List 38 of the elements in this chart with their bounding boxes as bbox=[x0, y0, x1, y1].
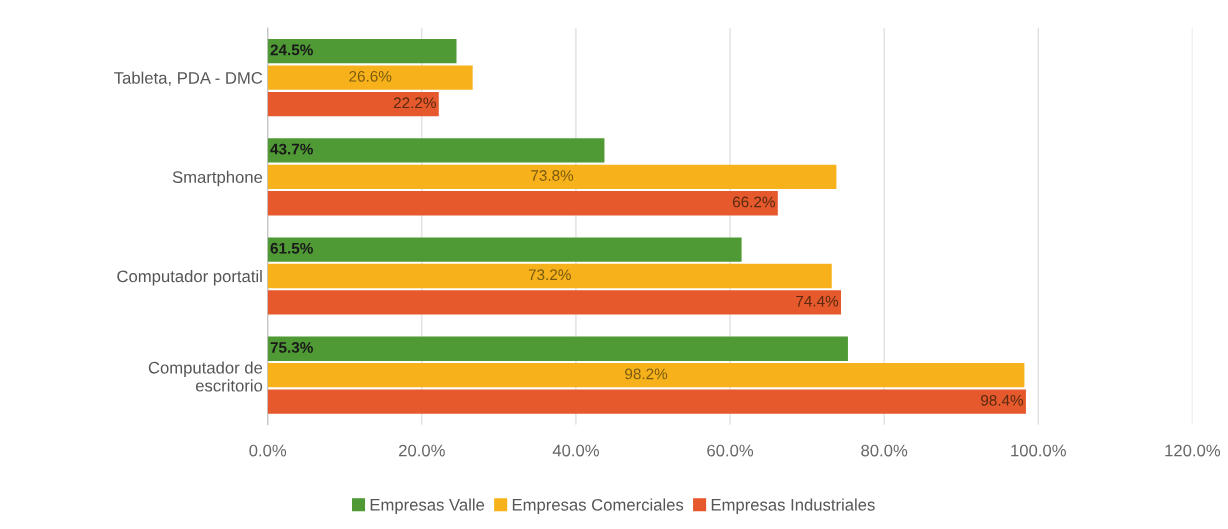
data-label: 66.2% bbox=[732, 196, 775, 208]
bar bbox=[267, 65, 473, 90]
data-label: 73.8% bbox=[531, 170, 574, 181]
bar bbox=[267, 363, 1025, 388]
y-tick-label: Computador portatil bbox=[117, 269, 262, 286]
bar bbox=[267, 290, 842, 315]
y-tick-label: Smartphone bbox=[172, 170, 263, 187]
x-tick-label: 20.0% bbox=[399, 444, 445, 457]
bar bbox=[267, 336, 848, 361]
legend-label: Empresas Industriales bbox=[711, 498, 875, 514]
x-tick-label: 0.0% bbox=[249, 444, 287, 457]
x-tick-label: 60.0% bbox=[707, 444, 754, 457]
data-label: 61.5% bbox=[270, 242, 313, 254]
bar bbox=[267, 138, 605, 163]
x-tick-label: 40.0% bbox=[552, 444, 599, 457]
data-label: 24.5% bbox=[270, 44, 313, 56]
data-label: 98.2% bbox=[625, 368, 668, 380]
bar bbox=[267, 39, 457, 64]
y-tick-label: Computador de escritorio bbox=[148, 361, 263, 392]
data-label: 22.2% bbox=[393, 97, 436, 109]
data-label: 73.2% bbox=[528, 269, 571, 281]
data-label: 98.4% bbox=[981, 394, 1024, 406]
bar bbox=[267, 263, 832, 289]
bar bbox=[267, 91, 439, 117]
data-label: 75.3% bbox=[270, 342, 313, 353]
bar bbox=[267, 191, 778, 216]
data-label: 26.6% bbox=[349, 70, 392, 82]
x-tick-label: 100.0% bbox=[1011, 444, 1066, 457]
bar bbox=[267, 389, 1026, 414]
bar bbox=[267, 237, 742, 262]
x-tick-label: 120.0% bbox=[1165, 444, 1221, 457]
legend-label: Empresas Valle bbox=[370, 498, 485, 514]
data-label: 74.4% bbox=[796, 295, 839, 307]
bar bbox=[267, 164, 837, 189]
x-tick-label: 80.0% bbox=[861, 444, 908, 457]
data-label: 43.7% bbox=[270, 143, 313, 155]
legend-label: Empresas Comerciales bbox=[512, 498, 684, 514]
y-tick-label: Tableta, PDA - DMC bbox=[114, 71, 263, 86]
